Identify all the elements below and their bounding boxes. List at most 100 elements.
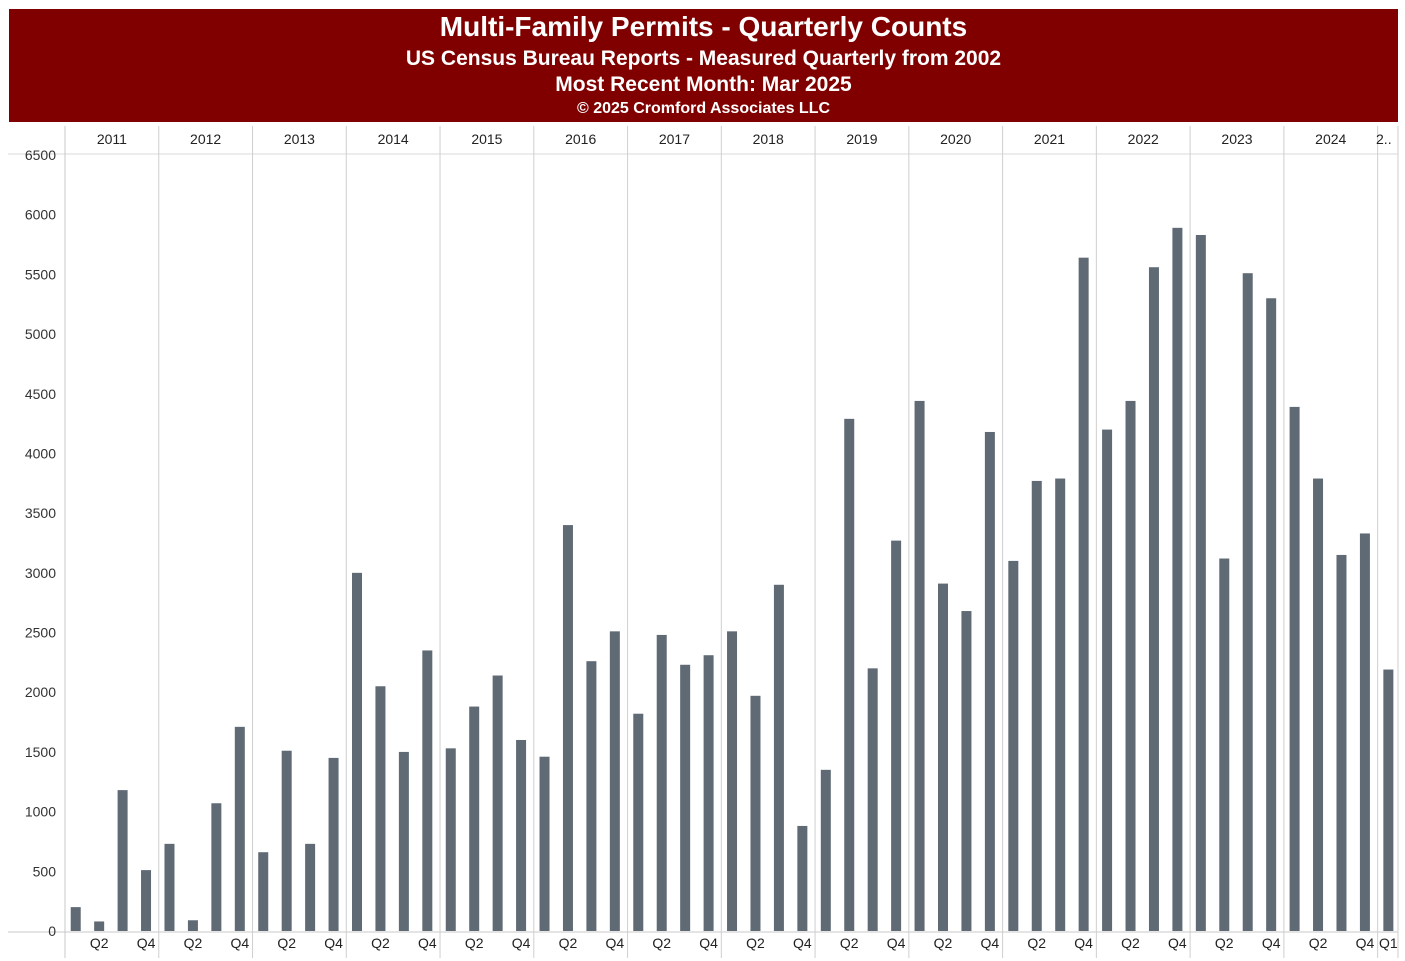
bar (211, 803, 222, 931)
y-tick-label: 2500 (25, 625, 56, 641)
bar (1219, 558, 1230, 931)
bar (609, 631, 620, 931)
bar (633, 713, 644, 931)
bar (164, 843, 175, 931)
bar (1313, 478, 1324, 931)
bar (1242, 273, 1253, 931)
bar (867, 668, 878, 931)
year-label: 2013 (284, 131, 315, 147)
bar (1008, 560, 1019, 931)
y-tick-label: 0 (48, 923, 56, 939)
year-label: 2011 (97, 131, 127, 147)
year-label: 2024 (1315, 131, 1346, 147)
chart-header: Multi-Family Permits - Quarterly Counts … (9, 9, 1398, 122)
y-tick-label: 2000 (25, 684, 56, 700)
bar (141, 870, 152, 931)
quarter-tick-label: Q4 (887, 935, 906, 951)
quarter-tick-label: Q2 (1121, 935, 1140, 951)
bar (1359, 533, 1370, 931)
chart-title: Multi-Family Permits - Quarterly Counts (439, 11, 968, 42)
quarter-tick-label: Q4 (1168, 935, 1187, 951)
quarter-tick-label: Q2 (1309, 935, 1328, 951)
bar (1031, 480, 1042, 931)
copyright-text: © 2025 Cromford Associates LLC (576, 100, 831, 117)
bar (914, 400, 925, 931)
quarter-tick-label: Q2 (1027, 935, 1046, 951)
year-label: 2016 (565, 131, 596, 147)
y-tick-label: 1000 (25, 804, 56, 820)
bar (750, 695, 761, 931)
quarter-tick-label: Q4 (512, 935, 531, 951)
bar (1102, 429, 1113, 931)
bar (656, 634, 667, 931)
y-tick-label: 5500 (25, 266, 56, 282)
quarter-tick-label: Q2 (465, 935, 484, 951)
bar (70, 907, 81, 931)
quarter-tick-label: Q4 (1356, 935, 1375, 951)
bar (1148, 267, 1159, 931)
quarter-tick-label: Q2 (652, 935, 671, 951)
bar (328, 757, 339, 931)
bar (1195, 234, 1206, 932)
bar (984, 431, 995, 931)
quarter-tick-label: Q2 (559, 935, 578, 951)
quarter-tick-label: Q1 (1379, 935, 1398, 951)
bar (187, 920, 198, 931)
year-label: 2020 (940, 131, 971, 147)
bar (1078, 257, 1089, 931)
year-label: 2.. (1376, 131, 1392, 147)
quarter-tick-label: Q4 (981, 935, 1000, 951)
year-label: 2018 (753, 131, 784, 147)
bar (1125, 400, 1136, 931)
year-label: 2014 (378, 131, 409, 147)
quarter-tick-label: Q4 (699, 935, 718, 951)
year-label: 2017 (659, 131, 690, 147)
bar (352, 572, 362, 931)
bar (492, 675, 503, 931)
bar (1266, 298, 1277, 931)
bar (938, 583, 948, 931)
bar (1289, 406, 1300, 931)
quarter-tick-label: Q2 (90, 935, 109, 951)
bar (562, 525, 573, 931)
bar (680, 664, 691, 931)
y-tick-label: 6000 (25, 207, 56, 223)
quarter-tick-label: Q2 (371, 935, 390, 951)
y-tick-label: 6500 (25, 147, 56, 163)
y-tick-label: 500 (33, 863, 57, 879)
bar (516, 739, 527, 931)
year-label: 2021 (1034, 131, 1065, 147)
bar (820, 769, 831, 931)
year-label: 2012 (190, 131, 221, 147)
bar (891, 540, 902, 931)
quarter-tick-label: Q2 (934, 935, 953, 951)
quarter-tick-label: Q4 (1074, 935, 1093, 951)
bar (469, 706, 480, 931)
bar (258, 852, 269, 931)
bar (1336, 554, 1347, 931)
bar (398, 751, 409, 931)
bar (422, 650, 433, 931)
y-tick-label: 5000 (25, 326, 56, 342)
bar (961, 611, 972, 931)
bar (305, 843, 316, 931)
quarter-tick-label: Q4 (793, 935, 812, 951)
bar (773, 584, 784, 931)
bar (1383, 669, 1394, 931)
y-tick-label: 3500 (25, 505, 56, 521)
quarter-tick-label: Q4 (230, 935, 249, 951)
year-label: 2019 (846, 131, 877, 147)
bar (586, 661, 597, 931)
bar (797, 825, 808, 931)
bar (1172, 227, 1183, 932)
bar (234, 726, 245, 931)
bar (539, 756, 550, 931)
quarter-tick-label: Q4 (137, 935, 156, 951)
year-label: 2022 (1128, 131, 1159, 147)
quarter-tick-label: Q2 (277, 935, 296, 951)
quarter-tick-label: Q2 (746, 935, 765, 951)
year-label: 2023 (1221, 131, 1252, 147)
quarter-tick-label: Q4 (418, 935, 437, 951)
bar (844, 418, 855, 932)
